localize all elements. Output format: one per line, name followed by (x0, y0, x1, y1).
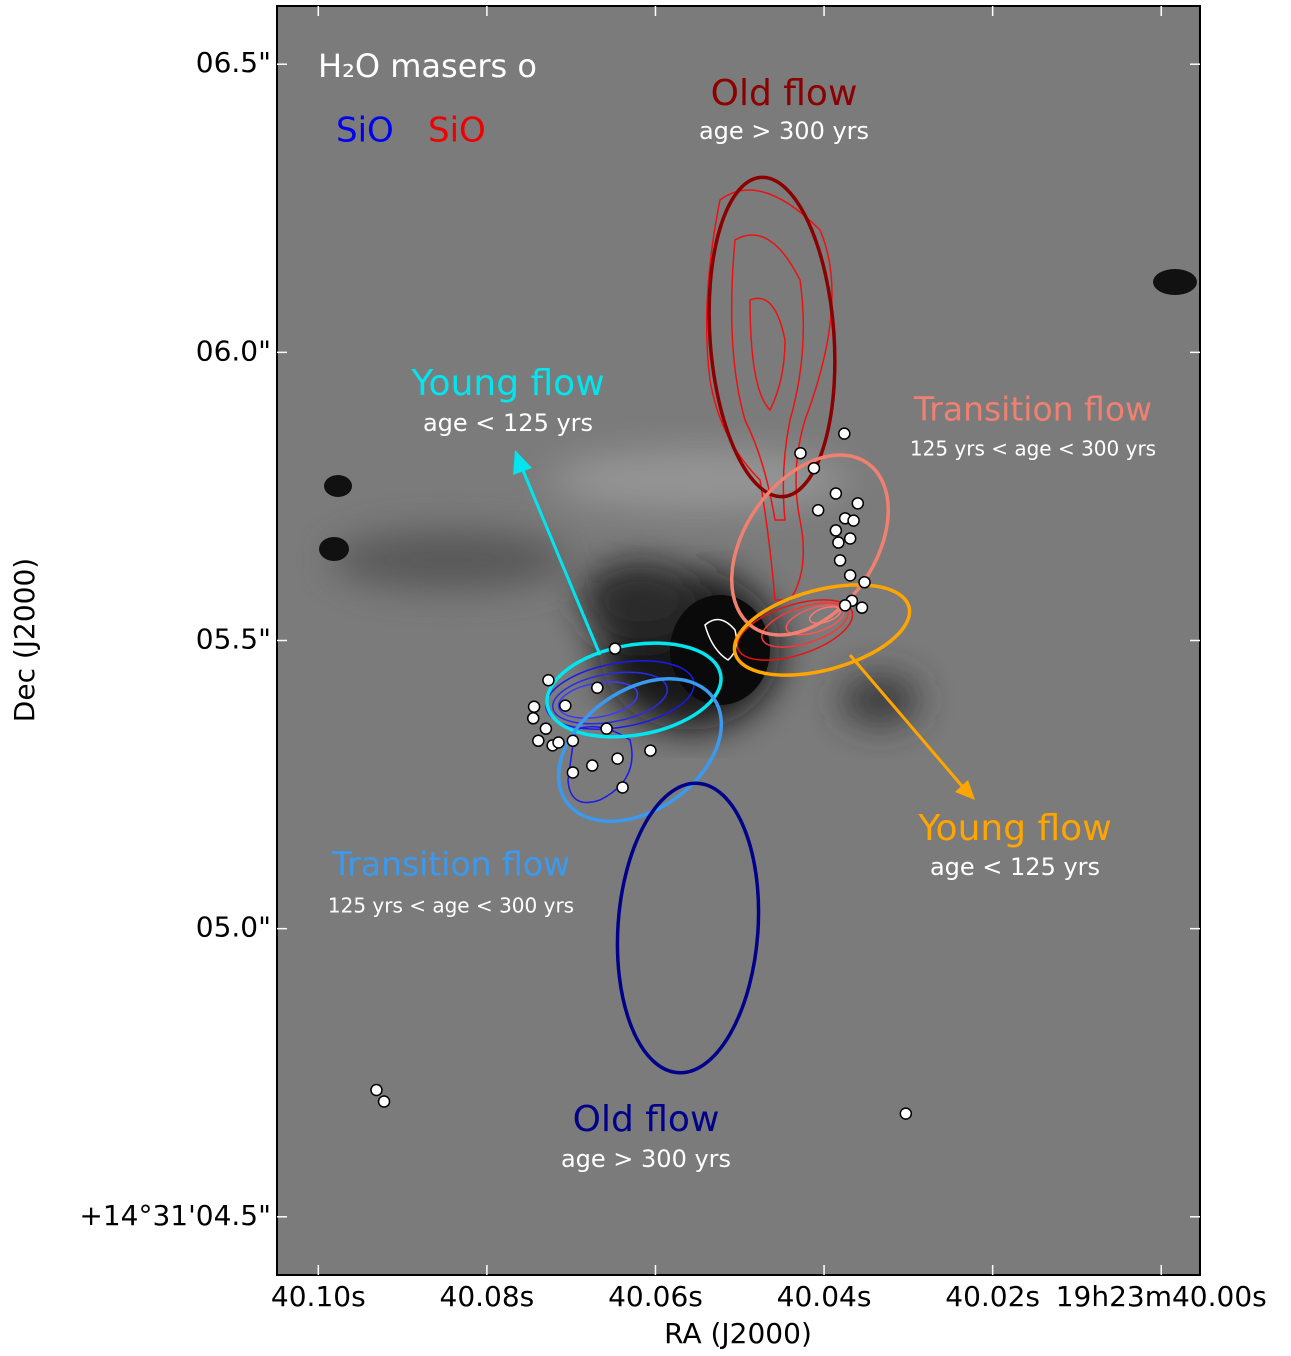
maser-point (794, 446, 807, 460)
maser-point (370, 1083, 383, 1097)
legend-blue: SiO (336, 111, 394, 151)
maser-point (526, 712, 540, 725)
flow-ellipses (545, 175, 912, 1075)
maser-point (843, 569, 857, 582)
y-tick-label: 05.5" (196, 623, 271, 656)
maser-point (377, 1095, 391, 1108)
y-tick-label: 06.0" (196, 334, 271, 367)
annotation-note: 125 yrs < age < 300 yrs (328, 894, 574, 918)
x-tick-label: 40.04s (777, 1280, 872, 1313)
maser-point (811, 504, 825, 517)
maser-point (591, 681, 604, 695)
maser-legend: H₂O masers o (318, 47, 537, 85)
y-tick-label: 06.5" (196, 46, 271, 79)
maser-point (566, 734, 580, 748)
annotation-note: age < 125 yrs (930, 853, 1100, 881)
maser-point (833, 554, 847, 567)
x-tick-label: 40.10s (271, 1280, 366, 1313)
annotation: Old flow (573, 1099, 720, 1140)
maser-point (552, 736, 565, 749)
y-tick-label: +14°31'04.5" (79, 1199, 271, 1232)
annotation-note: 125 yrs < age < 300 yrs (910, 437, 1156, 461)
maser-point (855, 601, 869, 614)
annotation: Young flow (917, 808, 1111, 849)
y-axis-label: Dec (J2000) (8, 558, 41, 722)
maser-point (843, 532, 857, 545)
maser-point (851, 497, 865, 510)
maser-point (586, 759, 599, 772)
annotation: Old flow (711, 73, 858, 114)
maser-point (829, 487, 843, 500)
maser-point (616, 781, 629, 794)
x-tick-label: 19h23m40.00s (1056, 1280, 1267, 1313)
maser-point (899, 1107, 913, 1120)
maser-point (807, 461, 821, 475)
annotation-note: age > 300 yrs (561, 1145, 731, 1173)
arrows (513, 450, 975, 800)
x-axis-label: RA (J2000) (664, 1317, 812, 1350)
maser-point (832, 536, 845, 549)
y-tick-label: 05.0" (196, 911, 271, 944)
maser-point (600, 722, 613, 735)
maser-point (527, 700, 541, 714)
maser-point (532, 734, 545, 748)
x-tick-label: 40.02s (945, 1280, 1040, 1313)
legend-red: SiO (428, 111, 486, 151)
annotation-note: age < 125 yrs (423, 409, 593, 437)
maser-point (566, 766, 580, 779)
annotations: Old flow age > 300 yrs Young flow age < … (328, 73, 1156, 1173)
annotation: Young flow (410, 363, 604, 404)
annotation-note: age > 300 yrs (699, 117, 869, 145)
maser-point (858, 576, 871, 589)
maser-point (542, 674, 555, 687)
maser-point (644, 744, 657, 757)
maser-point (608, 642, 622, 655)
maser-point (838, 427, 851, 440)
maser-point (611, 752, 624, 765)
maser-point (559, 699, 572, 712)
annotation: Transition flow (913, 390, 1152, 429)
maser-point (539, 722, 553, 735)
maser-point (838, 599, 852, 612)
x-tick-label: 40.06s (608, 1280, 703, 1313)
annotation: Transition flow (331, 845, 570, 884)
x-tick-label: 40.08s (440, 1280, 535, 1313)
maser-point (829, 524, 843, 537)
maser-point (847, 514, 860, 527)
